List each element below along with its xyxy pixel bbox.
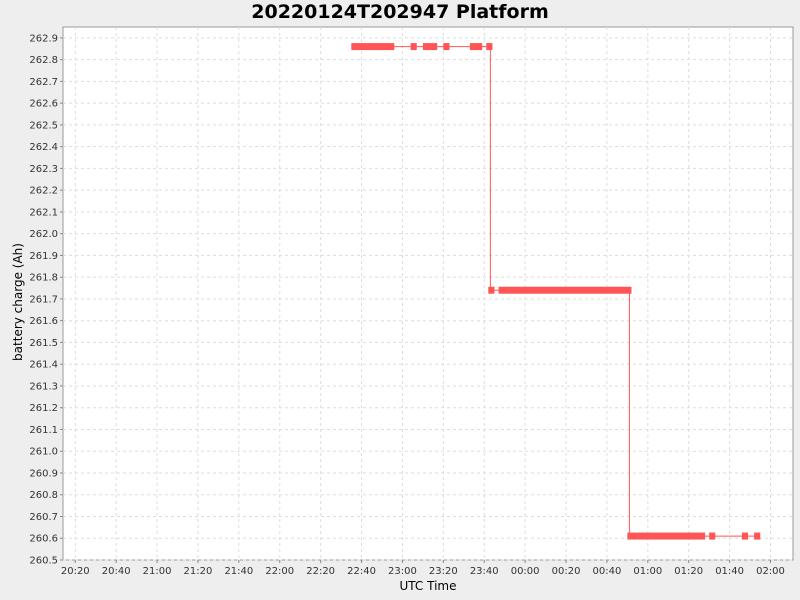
y-tick-label: 262.3 — [29, 164, 58, 175]
y-axis-ticks: 260.5 260.6 260.7 260.8 260.9 261.0 261.1 261.2… — [29, 33, 63, 567]
x-tick-label: 22:20 — [306, 566, 335, 577]
grid — [63, 27, 793, 561]
y-tick-label: 261.4 — [29, 360, 58, 371]
y-tick-label: 262.6 — [29, 99, 58, 110]
y-tick-label: 261.1 — [29, 425, 58, 436]
series-data-segment — [709, 532, 716, 540]
chart-title: 20220124T202947 Platform — [251, 1, 549, 23]
y-tick-label: 261.5 — [29, 338, 58, 349]
series-data-segment — [351, 43, 395, 51]
y-tick-label: 261.3 — [29, 381, 58, 392]
y-tick-label: 261.0 — [29, 447, 58, 458]
x-tick-label: 02:00 — [756, 566, 785, 577]
series-data-segment — [754, 532, 761, 540]
y-tick-label: 261.8 — [29, 273, 58, 284]
y-tick-label: 262.2 — [29, 186, 58, 197]
x-axis-label: UTC Time — [400, 579, 457, 593]
x-tick-label: 00:00 — [511, 566, 540, 577]
y-tick-label: 262.0 — [29, 229, 58, 240]
x-tick-label: 01:40 — [715, 566, 744, 577]
y-tick-label: 261.6 — [29, 316, 58, 327]
x-tick-label: 22:00 — [265, 566, 294, 577]
y-axis-label: battery charge (Ah) — [11, 243, 25, 361]
x-axis-ticks: 20:20 20:40 21:00 21:20 21:40 22:00 22:20 22:40… — [61, 560, 785, 577]
y-tick-label: 261.9 — [29, 251, 58, 262]
y-tick-label: 260.9 — [29, 468, 58, 479]
y-tick-label: 261.7 — [29, 294, 58, 305]
x-tick-label: 20:20 — [61, 566, 90, 577]
y-tick-label: 260.6 — [29, 534, 58, 545]
x-tick-label: 20:40 — [102, 566, 131, 577]
y-tick-label: 260.7 — [29, 512, 58, 523]
x-tick-label: 00:20 — [552, 566, 581, 577]
x-tick-label: 01:00 — [633, 566, 662, 577]
series-data-segment — [469, 43, 483, 51]
series-data-segment — [498, 286, 632, 294]
y-tick-label: 260.8 — [29, 490, 58, 501]
series-data-segment — [410, 43, 417, 51]
y-tick-label: 261.2 — [29, 403, 58, 414]
x-tick-label: 23:00 — [388, 566, 417, 577]
series-data-segment — [422, 43, 438, 51]
y-tick-label: 262.5 — [29, 120, 58, 131]
x-tick-label: 21:40 — [224, 566, 253, 577]
y-tick-label: 262.8 — [29, 55, 58, 66]
series-data-segment — [741, 532, 749, 540]
y-tick-label: 260.5 — [29, 556, 58, 567]
y-tick-label: 262.1 — [29, 207, 58, 218]
x-tick-label: 22:40 — [347, 566, 376, 577]
x-tick-label: 21:20 — [184, 566, 213, 577]
x-tick-label: 23:40 — [470, 566, 499, 577]
y-tick-label: 262.7 — [29, 77, 58, 88]
data-series — [351, 43, 761, 540]
plot-area — [62, 26, 794, 561]
y-tick-label: 262.9 — [29, 33, 58, 44]
series-data-segment — [488, 286, 495, 294]
series-data-segment — [443, 43, 450, 51]
series-data-segment — [486, 43, 493, 51]
series-data-segment — [627, 532, 706, 540]
x-tick-label: 23:20 — [429, 566, 458, 577]
x-tick-label: 21:00 — [143, 566, 172, 577]
x-tick-label: 01:20 — [674, 566, 703, 577]
x-tick-label: 00:40 — [593, 566, 622, 577]
y-tick-label: 262.4 — [29, 142, 58, 153]
